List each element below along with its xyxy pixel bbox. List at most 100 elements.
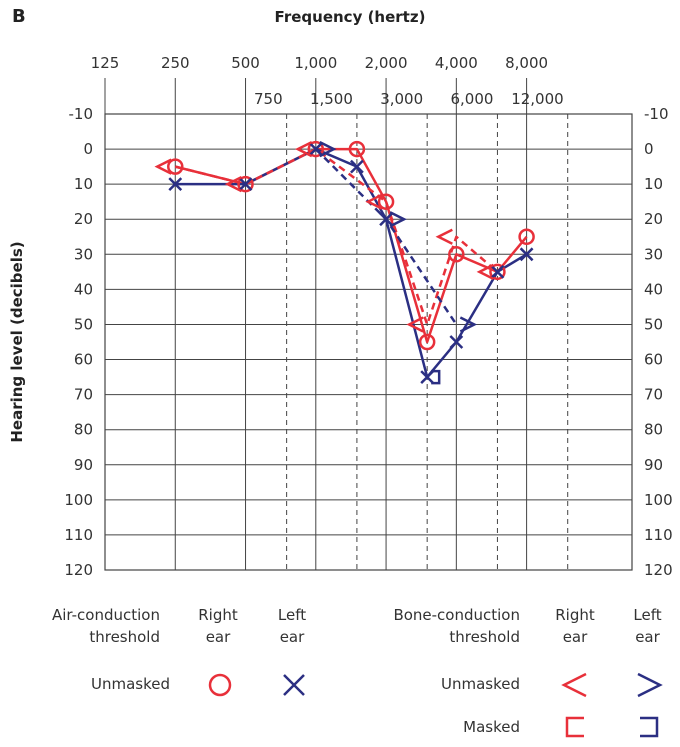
x-tick-label-top: 500 (231, 54, 260, 72)
legend-air-right-line1: Right (198, 606, 238, 624)
left-air-x-marker (449, 335, 464, 349)
legend-bone-left-line1: Left (633, 606, 662, 624)
right-air-circle-marker (518, 228, 535, 246)
y-tick-label-right: 30 (644, 245, 663, 263)
legend-bone-right-line2: ear (562, 628, 588, 646)
right-bone-lt-marker (224, 176, 243, 193)
right-air-circle-marker (377, 193, 395, 210)
x-tick-label-second: 750 (254, 90, 283, 108)
y-tick-label-right: 100 (644, 491, 673, 509)
legend-air-left-ear: Left ear (267, 604, 317, 648)
right-air-circle-marker (237, 175, 254, 193)
left-air-x-marker (379, 212, 393, 227)
legend-bone-left-masked-bracket-icon (640, 716, 659, 738)
legend-air-right-line2: ear (205, 628, 231, 646)
x-tick-label-second: 6,000 (450, 90, 493, 108)
legend-bone-left-line2: ear (635, 628, 660, 646)
legend-air-right-ear: Right ear (188, 604, 248, 648)
legend-bone-title: Bone-conduction threshold (340, 604, 520, 648)
y-axis-title: Hearing level (decibels) (8, 241, 26, 443)
legend-bone-masked-label: Masked (463, 718, 520, 736)
right-air-circle-marker (418, 333, 436, 351)
legend-air-left-line2: ear (279, 628, 305, 646)
x-tick-label-top: 4,000 (435, 54, 478, 72)
y-tick-label-left: 100 (64, 491, 93, 509)
right-bone-lt-marker (365, 193, 383, 210)
y-tick-label-left: -10 (69, 105, 94, 123)
y-tick-label-right: 0 (644, 140, 654, 158)
y-tick-label-left: 20 (74, 210, 93, 228)
left-air-x-marker (238, 177, 253, 192)
plot-border (104, 113, 633, 571)
right-bone-lt-marker (295, 140, 313, 158)
y-tick-label-left: 80 (74, 421, 93, 439)
x-tick-label-top: 125 (91, 54, 120, 72)
y-tick-label-right: 120 (644, 561, 673, 579)
x-tick-label-top: 250 (161, 54, 190, 72)
right-air-circle-marker (167, 158, 184, 175)
left-air-x-marker (519, 247, 534, 262)
legend-bone-left-unmasked-gt-icon (637, 672, 663, 698)
legend-bone-right-line1: Right (555, 606, 595, 624)
x-tick-label-top: 2,000 (365, 54, 408, 72)
legend-bone-title-line1: Bone-conduction (393, 606, 520, 624)
y-tick-label-left: 60 (74, 351, 93, 369)
legend-air-unmasked-label: Unmasked (90, 675, 170, 693)
y-tick-label-left: 40 (74, 280, 93, 298)
left-bone-gt-marker (319, 140, 337, 158)
y-tick-label-left: 70 (74, 386, 93, 404)
legend-air-title-line2: threshold (89, 628, 160, 646)
y-tick-label-left: 110 (64, 526, 93, 544)
y-tick-label-right: 110 (644, 526, 673, 544)
legend-bone-title-line2: threshold (449, 628, 520, 646)
y-tick-label-right: 50 (644, 315, 663, 333)
left-air-x-marker (420, 370, 435, 384)
y-tick-label-right: 80 (644, 421, 663, 439)
left-bone-gt-marker (389, 211, 407, 228)
x-tick-label-top: 1,000 (294, 54, 337, 72)
left-bone-gt-marker (459, 316, 478, 333)
left-air-x-marker (168, 177, 183, 192)
x-tick-label-second: 1,500 (310, 90, 353, 108)
y-tick-label-left: 90 (74, 456, 93, 474)
legend-right-unmasked-circle-icon (208, 673, 232, 697)
y-tick-label-right: 20 (644, 210, 663, 228)
legend-bone-right-masked-bracket-icon (565, 716, 584, 738)
x-tick-label-second: 12,000 (511, 90, 564, 108)
legend-air-left-line1: Left (277, 606, 307, 624)
x-tick-label-top: 8,000 (505, 54, 548, 72)
right-air-circle-marker (489, 263, 506, 281)
legend-bone-right-ear: Right ear (545, 604, 605, 648)
left-air-x-marker (308, 142, 323, 156)
y-tick-label-right: 90 (644, 456, 663, 474)
y-tick-label-left: 10 (74, 175, 93, 193)
panel-label: B (12, 6, 26, 27)
legend-bone-right-unmasked-lt-icon (561, 672, 587, 698)
right-bone-lt-marker (435, 228, 453, 245)
y-tick-label-left: 30 (74, 245, 93, 263)
left-bone-masked-bracket-marker (431, 369, 441, 385)
y-tick-label-right: -10 (644, 105, 669, 123)
right-air-circle-marker (448, 246, 465, 263)
legend-bone-left-ear: Left ear (620, 604, 675, 648)
x-tick-label-second: 3,000 (380, 90, 423, 108)
y-tick-label-right: 70 (644, 386, 663, 404)
y-tick-label-right: 60 (644, 351, 663, 369)
left-air-x-marker (490, 264, 505, 279)
series-line-lt (174, 147, 499, 326)
left-air-x-marker (350, 159, 364, 174)
x-axis-title: Frequency (hertz) (274, 8, 426, 26)
y-tick-label-right: 40 (644, 280, 663, 298)
y-tick-label-left: 120 (64, 561, 93, 579)
right-bone-lt-marker (406, 316, 424, 333)
y-tick-label-right: 10 (644, 175, 663, 193)
legend-bone-unmasked-label: Unmasked (440, 675, 520, 693)
legend-left-unmasked-x-icon (283, 674, 305, 696)
legend-air-title: Air-conduction threshold (10, 604, 160, 648)
y-tick-label-left: 0 (83, 140, 93, 158)
right-bone-lt-marker (476, 263, 494, 280)
right-air-circle-marker (307, 140, 325, 158)
right-bone-lt-marker (154, 158, 172, 175)
right-air-circle-marker (348, 140, 366, 158)
